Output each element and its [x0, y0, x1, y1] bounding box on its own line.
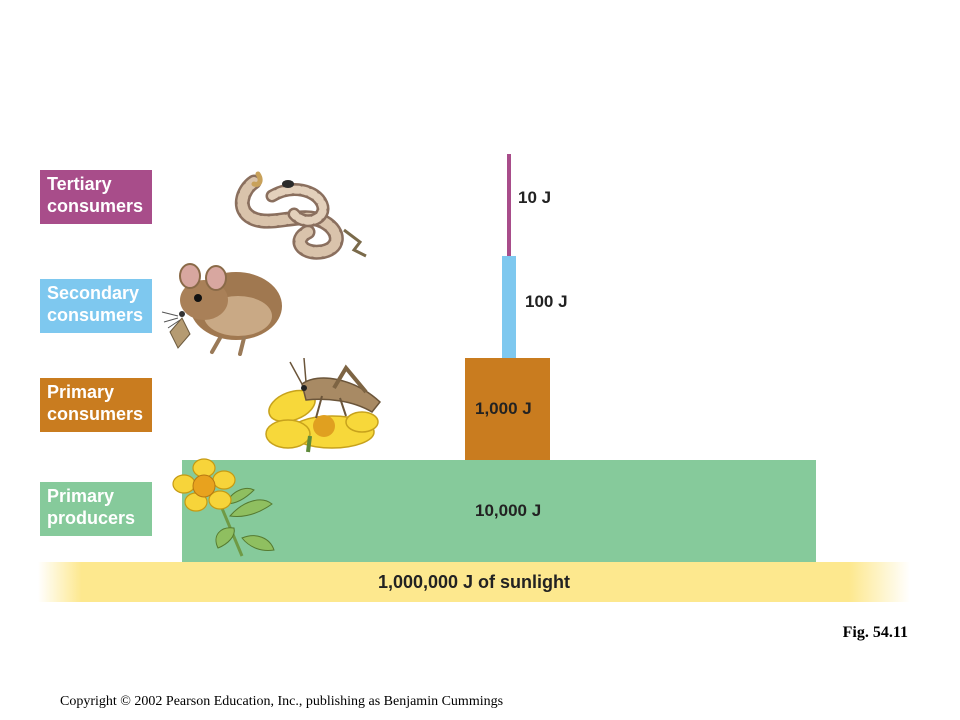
sunlight-band: 1,000,000 J of sunlight [38, 562, 910, 602]
energy-tertiary-consumers: 10 J [518, 188, 552, 207]
sunlight-label: 1,000,000 J of sunlight [377, 572, 571, 592]
grasshopper-flower-illustration [265, 357, 382, 453]
bar-secondary-consumers [502, 256, 516, 358]
label-secondary-consumers: Secondary consumers [40, 279, 152, 333]
figure-label: Fig. 54.11 [842, 624, 908, 641]
label-secondary-text: Secondary consumers [47, 283, 144, 325]
label-primary-producers-text: Primary producers [47, 486, 136, 528]
label-tertiary-text: Tertiary consumers [47, 174, 144, 216]
bar-tertiary-consumers [507, 154, 511, 256]
energy-secondary-consumers: 100 J [525, 292, 568, 311]
label-primary-consumers-text: Primary consumers [47, 382, 144, 424]
flowering-plant-illustration [172, 458, 275, 557]
energy-primary-consumers: 1,000 J [475, 399, 532, 418]
energy-primary-producers: 10,000 J [475, 501, 542, 520]
bar-primary-producers [182, 460, 816, 562]
label-primary-consumers: Primary consumers [40, 378, 152, 432]
label-primary-producers: Primary producers [40, 482, 152, 536]
mouse-illustration [161, 263, 282, 356]
copyright-notice: Copyright © 2002 Pearson Education, Inc.… [60, 694, 504, 709]
label-tertiary-consumers: Tertiary consumers [40, 170, 152, 224]
snake-illustration [234, 171, 367, 260]
bar-primary-consumers [465, 358, 550, 460]
